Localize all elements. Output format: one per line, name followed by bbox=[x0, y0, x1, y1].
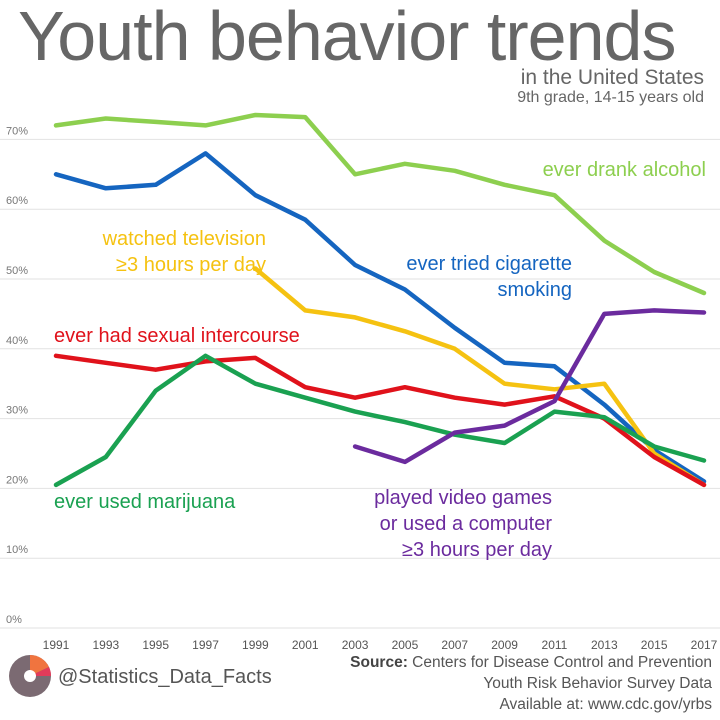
chart-subtitle-detail: 9th grade, 14-15 years old bbox=[517, 89, 704, 106]
x-tick-label: 2017 bbox=[691, 638, 718, 650]
series-line-ever-drank-alcohol bbox=[53, 112, 707, 296]
x-axis-ticks: 1991 1993 1995 1997 1999 2001 2003 2005 2007 2009… bbox=[43, 638, 718, 650]
account-handle: @Statistics_Data_Facts bbox=[58, 666, 272, 688]
series-label-ever-had-sexual-intercourse: ever had sexual intercourse bbox=[54, 325, 300, 347]
x-tick-label: 1995 bbox=[142, 638, 169, 650]
series-label-ever-drank-alcohol: ever drank alcohol bbox=[543, 159, 706, 181]
line-chart: 0% 10% 20% 30% 40% 50% 60% 70% 1991 1993 1995 1997… bbox=[0, 112, 720, 650]
source-line-survey: Youth Risk Behavior Survey Data bbox=[483, 675, 712, 692]
x-tick-label: 2013 bbox=[591, 638, 618, 650]
y-tick-label: 20% bbox=[6, 474, 28, 486]
source-note: Source: Centers for Disease Control and … bbox=[350, 652, 712, 715]
series-lines bbox=[53, 112, 707, 488]
y-tick-label: 60% bbox=[6, 195, 28, 207]
x-tick-label: 2007 bbox=[441, 638, 468, 650]
y-tick-label: 0% bbox=[6, 614, 22, 626]
x-tick-label: 2011 bbox=[542, 638, 568, 650]
source-line-url: Available at: www.cdc.gov/yrbs bbox=[499, 696, 712, 713]
x-tick-label: 1991 bbox=[43, 638, 70, 650]
x-tick-label: 1999 bbox=[242, 638, 269, 650]
series-line-ever-tried-cigarette-smoking bbox=[53, 151, 707, 484]
x-tick-label: 1997 bbox=[192, 638, 219, 650]
source-text: Centers for Disease Control and Preventi… bbox=[412, 654, 712, 671]
x-tick-label: 1993 bbox=[92, 638, 119, 650]
y-tick-label: 50% bbox=[6, 265, 28, 277]
grid-lines bbox=[0, 138, 720, 629]
y-tick-label: 10% bbox=[6, 544, 28, 556]
y-tick-label: 30% bbox=[6, 405, 28, 417]
x-tick-label: 2009 bbox=[491, 638, 518, 650]
x-tick-label: 2005 bbox=[392, 638, 419, 650]
series-label-played-video-games-or-used-a-computer-3-hours-per-day: played video games or used a computer ≥3 h… bbox=[374, 487, 552, 561]
statistics-logo-icon bbox=[9, 655, 52, 697]
x-tick-label: 2015 bbox=[641, 638, 668, 650]
series-line-ever-used-marijuana bbox=[53, 353, 707, 488]
series-label-ever-used-marijuana: ever used marijuana bbox=[54, 491, 236, 513]
x-tick-label: 2001 bbox=[292, 638, 319, 650]
y-tick-label: 40% bbox=[6, 335, 28, 347]
series-label-watched-television-3-hours-per-day: watched television ≥3 hours per day bbox=[102, 228, 266, 276]
series-labels: ever drank alcohol ever tried cigarette sm… bbox=[54, 159, 706, 561]
chart-subtitle: in the United States bbox=[520, 66, 704, 89]
x-tick-label: 2003 bbox=[342, 638, 369, 650]
series-line-watched-television-3-hours-per-day bbox=[253, 266, 707, 488]
y-tick-label: 70% bbox=[6, 125, 28, 137]
series-label-ever-tried-cigarette-smoking: ever tried cigarette smoking bbox=[406, 253, 572, 301]
chart-title: Youth behavior trends bbox=[18, 0, 676, 75]
series-line-played-video-games-or-used-a-computer-3-hours-per-day bbox=[352, 308, 707, 465]
source-label: Source: bbox=[350, 654, 408, 671]
y-axis-ticks: 0% 10% 20% 30% 40% 50% 60% 70% bbox=[6, 125, 28, 626]
